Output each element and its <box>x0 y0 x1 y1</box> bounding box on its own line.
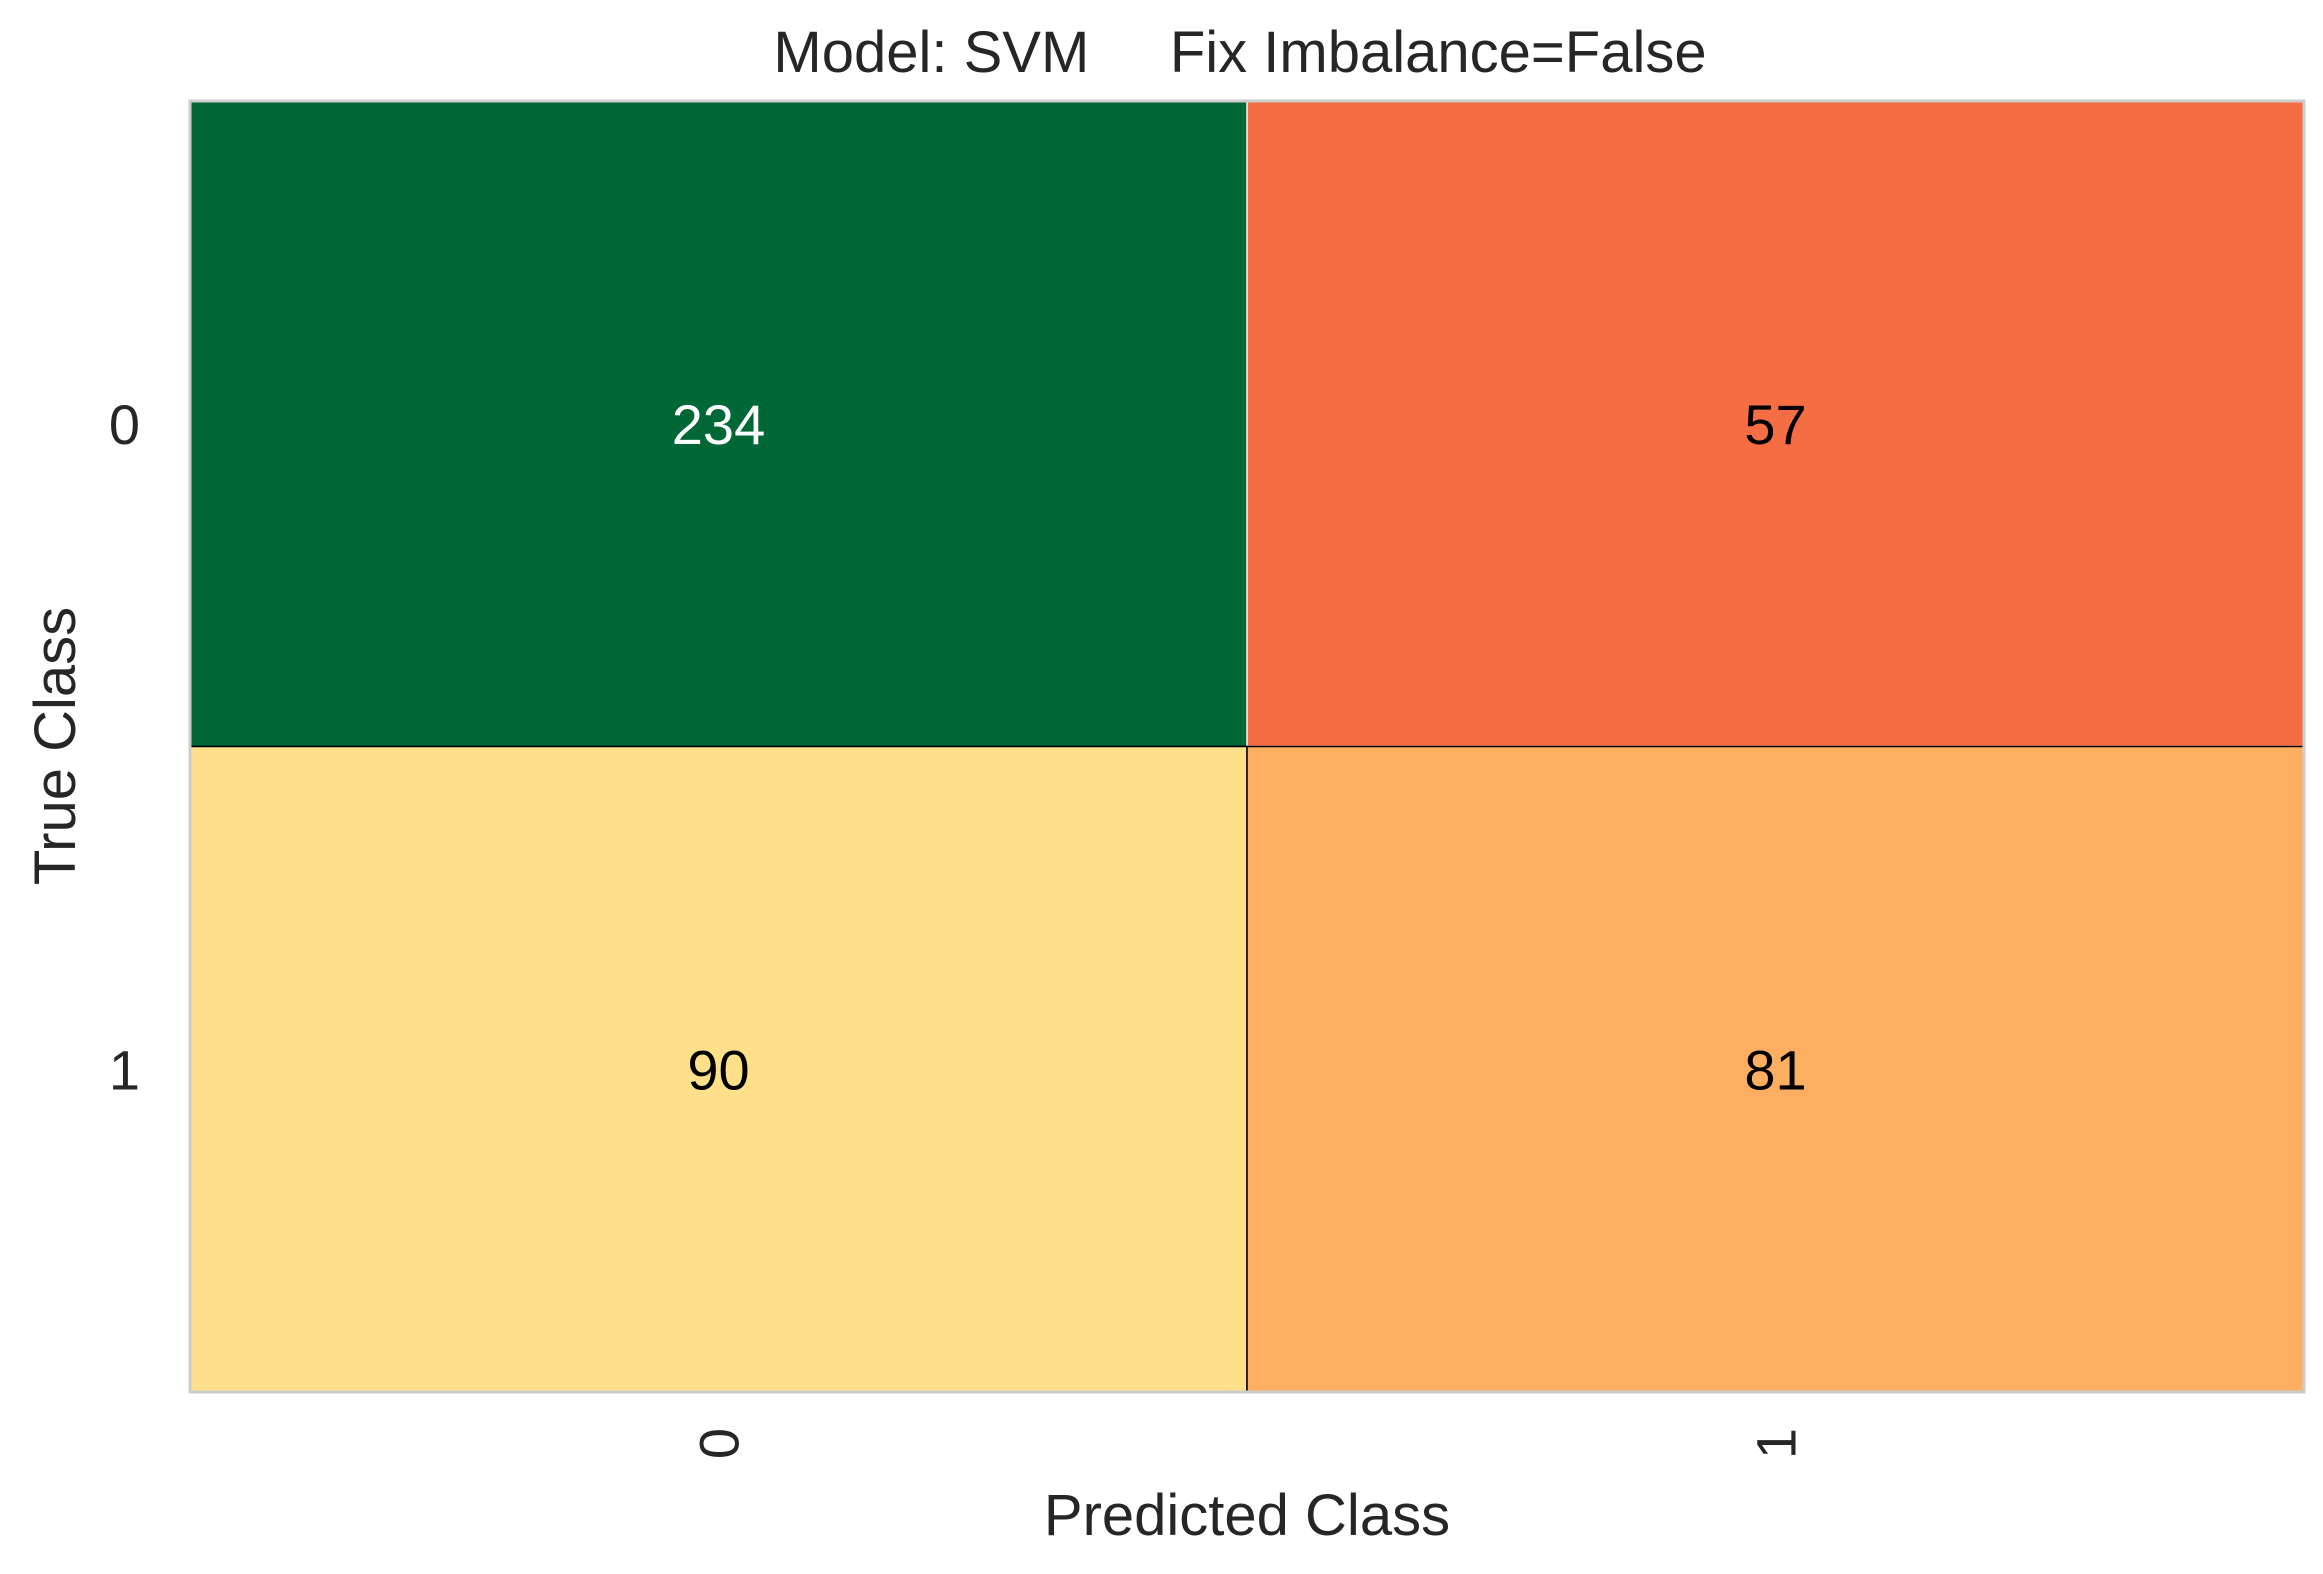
cell-value-r0-c1: 57 <box>1744 393 1806 456</box>
cell-value-r1-c1: 81 <box>1744 1038 1806 1101</box>
heatmap-cell-r1-c0 <box>189 745 1248 1393</box>
x-axis-label: Predicted Class <box>1044 1483 1450 1548</box>
plot-frame <box>188 99 2306 1394</box>
heatmap-cells <box>189 100 2305 1393</box>
heatmap-cell-labels: 234 57 90 81 <box>672 393 1807 1102</box>
cell-value-r0-c0: 234 <box>672 393 765 456</box>
heatmap-cell-r0-c0 <box>189 100 1248 748</box>
chart-title: Model: SVM Fix Imbalance=False <box>773 20 1706 85</box>
x-tick-label-0: 0 <box>688 1428 751 1459</box>
y-axis-label: True Class <box>23 607 88 885</box>
y-tick-label-1: 1 <box>109 1038 140 1101</box>
heatmap-cell-r1-c1 <box>1246 745 2305 1393</box>
y-tick-labels: 01 <box>109 393 140 1102</box>
y-tick-label-0: 0 <box>109 393 140 456</box>
x-tick-label-1: 1 <box>1745 1428 1808 1459</box>
cell-value-r1-c0: 90 <box>687 1038 749 1101</box>
